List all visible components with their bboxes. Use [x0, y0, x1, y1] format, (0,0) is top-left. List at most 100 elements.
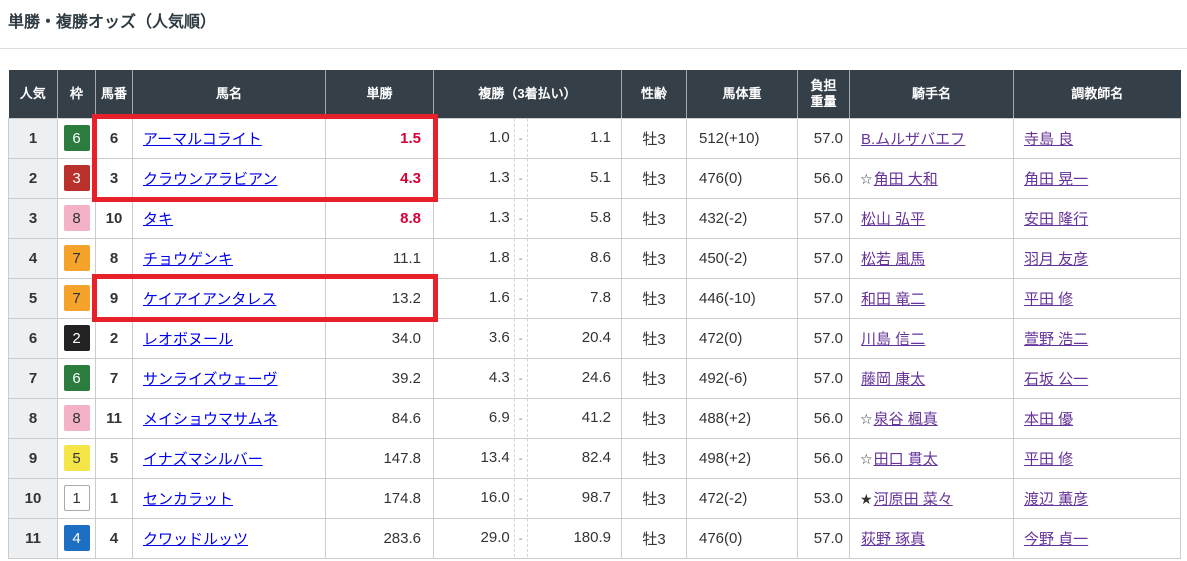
- impost-cell: 56.0: [797, 157, 850, 199]
- sex-age-cell: 牡3: [621, 437, 687, 479]
- place-odds-cell: 1.0 - 1.1: [433, 117, 622, 159]
- horse-name-link[interactable]: アーマルコライト: [143, 130, 262, 148]
- trainer-link[interactable]: 今野 貞一: [1024, 530, 1089, 548]
- trainer-link[interactable]: 平田 修: [1024, 290, 1074, 308]
- table-row: 8 8 11 メイショウマサムネ 84.6 6.9 - 41.2 牡3 488(…: [8, 397, 1181, 439]
- place-odds-cell: 1.3 - 5.1: [433, 157, 622, 199]
- place-odds-cell: 29.0 - 180.9: [433, 517, 622, 559]
- horse-weight-cell: 492(-6): [686, 357, 798, 399]
- horse-name-link[interactable]: クラウンアラビアン: [143, 170, 278, 188]
- place-odds-dash: -: [513, 359, 527, 397]
- trainer-link[interactable]: 安田 隆行: [1024, 210, 1089, 228]
- header-impost: 負担 重量: [797, 70, 850, 118]
- jockey-cell: 松若 風馬: [849, 237, 1014, 279]
- place-odds-dash: -: [513, 239, 527, 277]
- rank-cell: 10: [8, 477, 58, 519]
- horse-number-cell: 6: [95, 117, 133, 159]
- jockey-link[interactable]: B.ムルザバエフ: [861, 130, 966, 148]
- place-odds-dash: -: [513, 199, 527, 237]
- horse-name-link[interactable]: クワッドルッツ: [143, 530, 249, 548]
- jockey-link[interactable]: 松山 弘平: [861, 210, 926, 228]
- trainer-link[interactable]: 本田 優: [1024, 410, 1074, 428]
- horse-number-cell: 8: [95, 237, 133, 279]
- horse-name-cell: クワッドルッツ: [132, 517, 326, 559]
- horse-name-link[interactable]: タキ: [143, 210, 174, 228]
- impost-cell: 57.0: [797, 117, 850, 159]
- table-row: 1 6 6 アーマルコライト 1.5 1.0 - 1.1 牡3 512(+10)…: [8, 117, 1181, 159]
- trainer-cell: 渡辺 薫彦: [1013, 477, 1181, 519]
- horse-name-link[interactable]: チョウゲンキ: [143, 250, 234, 268]
- trainer-cell: 角田 晃一: [1013, 157, 1181, 199]
- jockey-link[interactable]: 和田 竜二: [861, 290, 926, 308]
- jockey-link[interactable]: 河原田 菜々: [873, 490, 953, 508]
- rank-cell: 11: [8, 517, 58, 559]
- trainer-link[interactable]: 渡辺 薫彦: [1024, 490, 1089, 508]
- place-odds-cell: 3.6 - 20.4: [433, 317, 622, 359]
- jockey-link[interactable]: 松若 風馬: [861, 250, 926, 268]
- impost-cell: 53.0: [797, 477, 850, 519]
- impost-cell: 57.0: [797, 357, 850, 399]
- horse-number-cell: 7: [95, 357, 133, 399]
- trainer-link[interactable]: 平田 修: [1024, 450, 1074, 468]
- odds-table-container: 人気 枠 馬番 馬名 単勝 複勝（3着払い） 性齢 馬体重 負担 重量 騎手名 調…: [8, 70, 1181, 559]
- jockey-cell: 川島 信二: [849, 317, 1014, 359]
- frame-badge: 7: [63, 245, 90, 271]
- horse-weight-cell: 512(+10): [686, 117, 798, 159]
- place-odds-cell: 4.3 - 24.6: [433, 357, 622, 399]
- jockey-link[interactable]: 角田 大和: [873, 170, 938, 188]
- frame-cell: 6: [57, 117, 96, 159]
- horse-name-link[interactable]: イナズマシルバー: [143, 450, 263, 468]
- win-odds: 147.8: [325, 437, 434, 479]
- win-odds: 4.3: [325, 157, 434, 199]
- trainer-link[interactable]: 石坂 公一: [1024, 370, 1089, 388]
- table-row: 3 8 10 タキ 8.8 1.3 - 5.8 牡3 432(-2) 57.0 …: [8, 197, 1181, 239]
- place-odds-high: 24.6: [526, 359, 621, 397]
- place-odds-high: 98.7: [526, 479, 621, 517]
- table-row: 10 1 1 センカラット 174.8 16.0 - 98.7 牡3 472(-…: [8, 477, 1181, 519]
- odds-table: 人気 枠 馬番 馬名 単勝 複勝（3着払い） 性齢 馬体重 負担 重量 騎手名 調…: [8, 70, 1181, 559]
- place-odds-low: 29.0: [480, 529, 510, 546]
- trainer-cell: 今野 貞一: [1013, 517, 1181, 559]
- jockey-link[interactable]: 田口 貫太: [873, 450, 938, 468]
- trainer-link[interactable]: 寺島 良: [1024, 130, 1074, 148]
- horse-name-cell: クラウンアラビアン: [132, 157, 326, 199]
- horse-name-link[interactable]: ケイアイアンタレス: [143, 290, 277, 308]
- horse-name-cell: イナズマシルバー: [132, 437, 326, 479]
- frame-badge: 1: [63, 485, 90, 511]
- trainer-link[interactable]: 萱野 浩二: [1024, 330, 1089, 348]
- jockey-cell: 藤岡 康太: [849, 357, 1014, 399]
- place-odds-cell: 13.4 - 82.4: [433, 437, 622, 479]
- horse-weight-cell: 476(0): [686, 517, 798, 559]
- horse-number-cell: 9: [95, 277, 133, 319]
- trainer-cell: 寺島 良: [1013, 117, 1181, 159]
- horse-number-cell: 2: [95, 317, 133, 359]
- header-horse-name: 馬名: [132, 70, 326, 118]
- horse-name-link[interactable]: センカラット: [143, 490, 234, 508]
- impost-cell: 57.0: [797, 317, 850, 359]
- horse-name-link[interactable]: メイショウマサムネ: [143, 410, 278, 428]
- place-odds-high: 41.2: [526, 399, 621, 437]
- jockey-link[interactable]: 川島 信二: [861, 330, 926, 348]
- jockey-link[interactable]: 泉谷 楓真: [873, 410, 938, 428]
- horse-number-cell: 5: [95, 437, 133, 479]
- jockey-cell: ☆田口 貫太: [849, 437, 1014, 479]
- table-row: 7 6 7 サンライズウェーヴ 39.2 4.3 - 24.6 牡3 492(-…: [8, 357, 1181, 399]
- trainer-cell: 石坂 公一: [1013, 357, 1181, 399]
- trainer-cell: 羽月 友彦: [1013, 237, 1181, 279]
- horse-name-link[interactable]: サンライズウェーヴ: [143, 370, 278, 388]
- jockey-link[interactable]: 荻野 琢真: [861, 530, 926, 548]
- trainer-link[interactable]: 羽月 友彦: [1024, 250, 1089, 268]
- rank-cell: 7: [8, 357, 58, 399]
- table-row: 11 4 4 クワッドルッツ 283.6 29.0 - 180.9 牡3 476…: [8, 517, 1181, 559]
- horse-weight-cell: 498(+2): [686, 437, 798, 479]
- jockey-link[interactable]: 藤岡 康太: [861, 370, 926, 388]
- win-odds: 174.8: [325, 477, 434, 519]
- place-odds-low: 1.6: [488, 289, 510, 306]
- trainer-link[interactable]: 角田 晃一: [1024, 170, 1089, 188]
- frame-badge: 2: [63, 325, 90, 351]
- jockey-cell: B.ムルザバエフ: [849, 117, 1014, 159]
- horse-name-link[interactable]: レオボヌール: [143, 330, 234, 348]
- divider: [0, 48, 1187, 49]
- rank-cell: 8: [8, 397, 58, 439]
- header-sex-age: 性齢: [621, 70, 687, 118]
